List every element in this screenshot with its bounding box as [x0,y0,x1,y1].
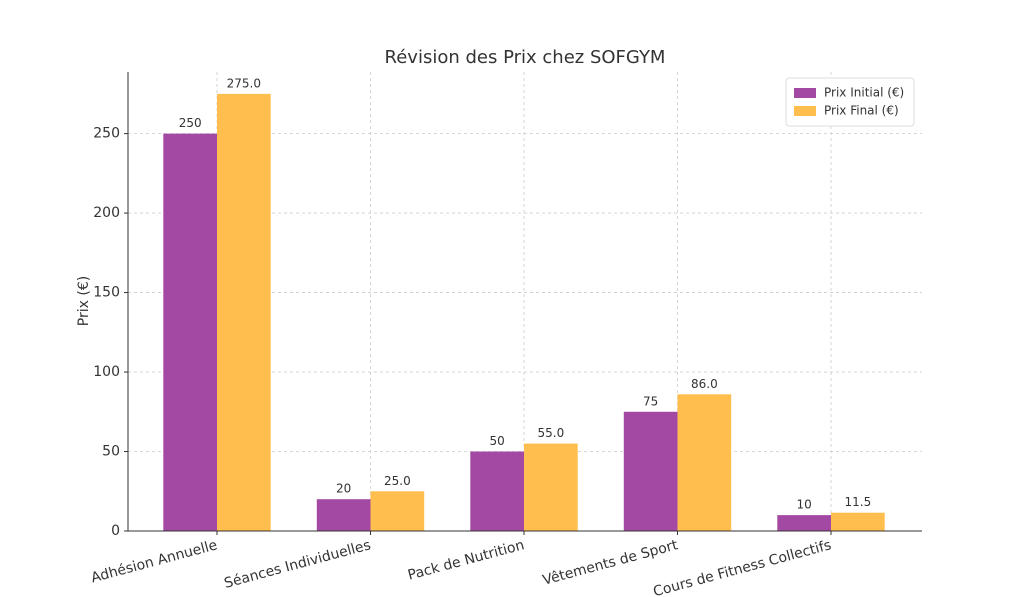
x-tick-label: Vêtements de Sport [541,537,680,589]
value-label: 50 [490,434,505,448]
value-label: 25.0 [384,474,411,488]
bar [370,491,425,531]
legend: Prix Initial (€) Prix Final (€) [785,77,915,127]
legend-box [785,77,915,127]
legend-label: Prix Final (€) [824,104,899,118]
bar [470,451,524,531]
y-tick-label: 50 [102,444,120,460]
bar [524,443,578,531]
x-tick-label: Cours de Fitness Collectifs [652,537,834,597]
bar [623,411,678,531]
bar [777,515,831,531]
y-tick-label: 0 [111,523,120,539]
bar [677,394,732,531]
value-label: 250 [179,116,202,130]
bar [316,499,371,531]
y-tick-label: 150 [93,285,120,301]
x-tick-label: Pack de Nutrition [406,537,526,583]
y-tick-label: 200 [93,205,120,221]
x-tick-label: Adhésion Annuelle [89,537,219,586]
value-label: 275.0 [227,76,261,90]
legend-swatch [794,106,816,116]
x-tick-label: Séances Individuelles [223,537,373,592]
value-label: 86.0 [691,377,718,391]
legend-swatch [794,88,816,98]
bar [163,133,217,531]
value-label: 75 [643,394,658,408]
value-label: 20 [336,482,351,496]
y-tick-label: 100 [93,364,120,380]
bar [831,512,885,531]
chart-title: Révision des Prix chez SOFGYM [385,47,666,68]
bar [217,93,271,531]
value-label: 11.5 [844,495,871,509]
y-tick-label: 250 [93,126,120,142]
value-label: 55.0 [537,426,564,440]
value-label: 10 [797,498,812,512]
legend-label: Prix Initial (€) [824,86,904,100]
y-axis-label: Prix (€) [76,276,92,326]
